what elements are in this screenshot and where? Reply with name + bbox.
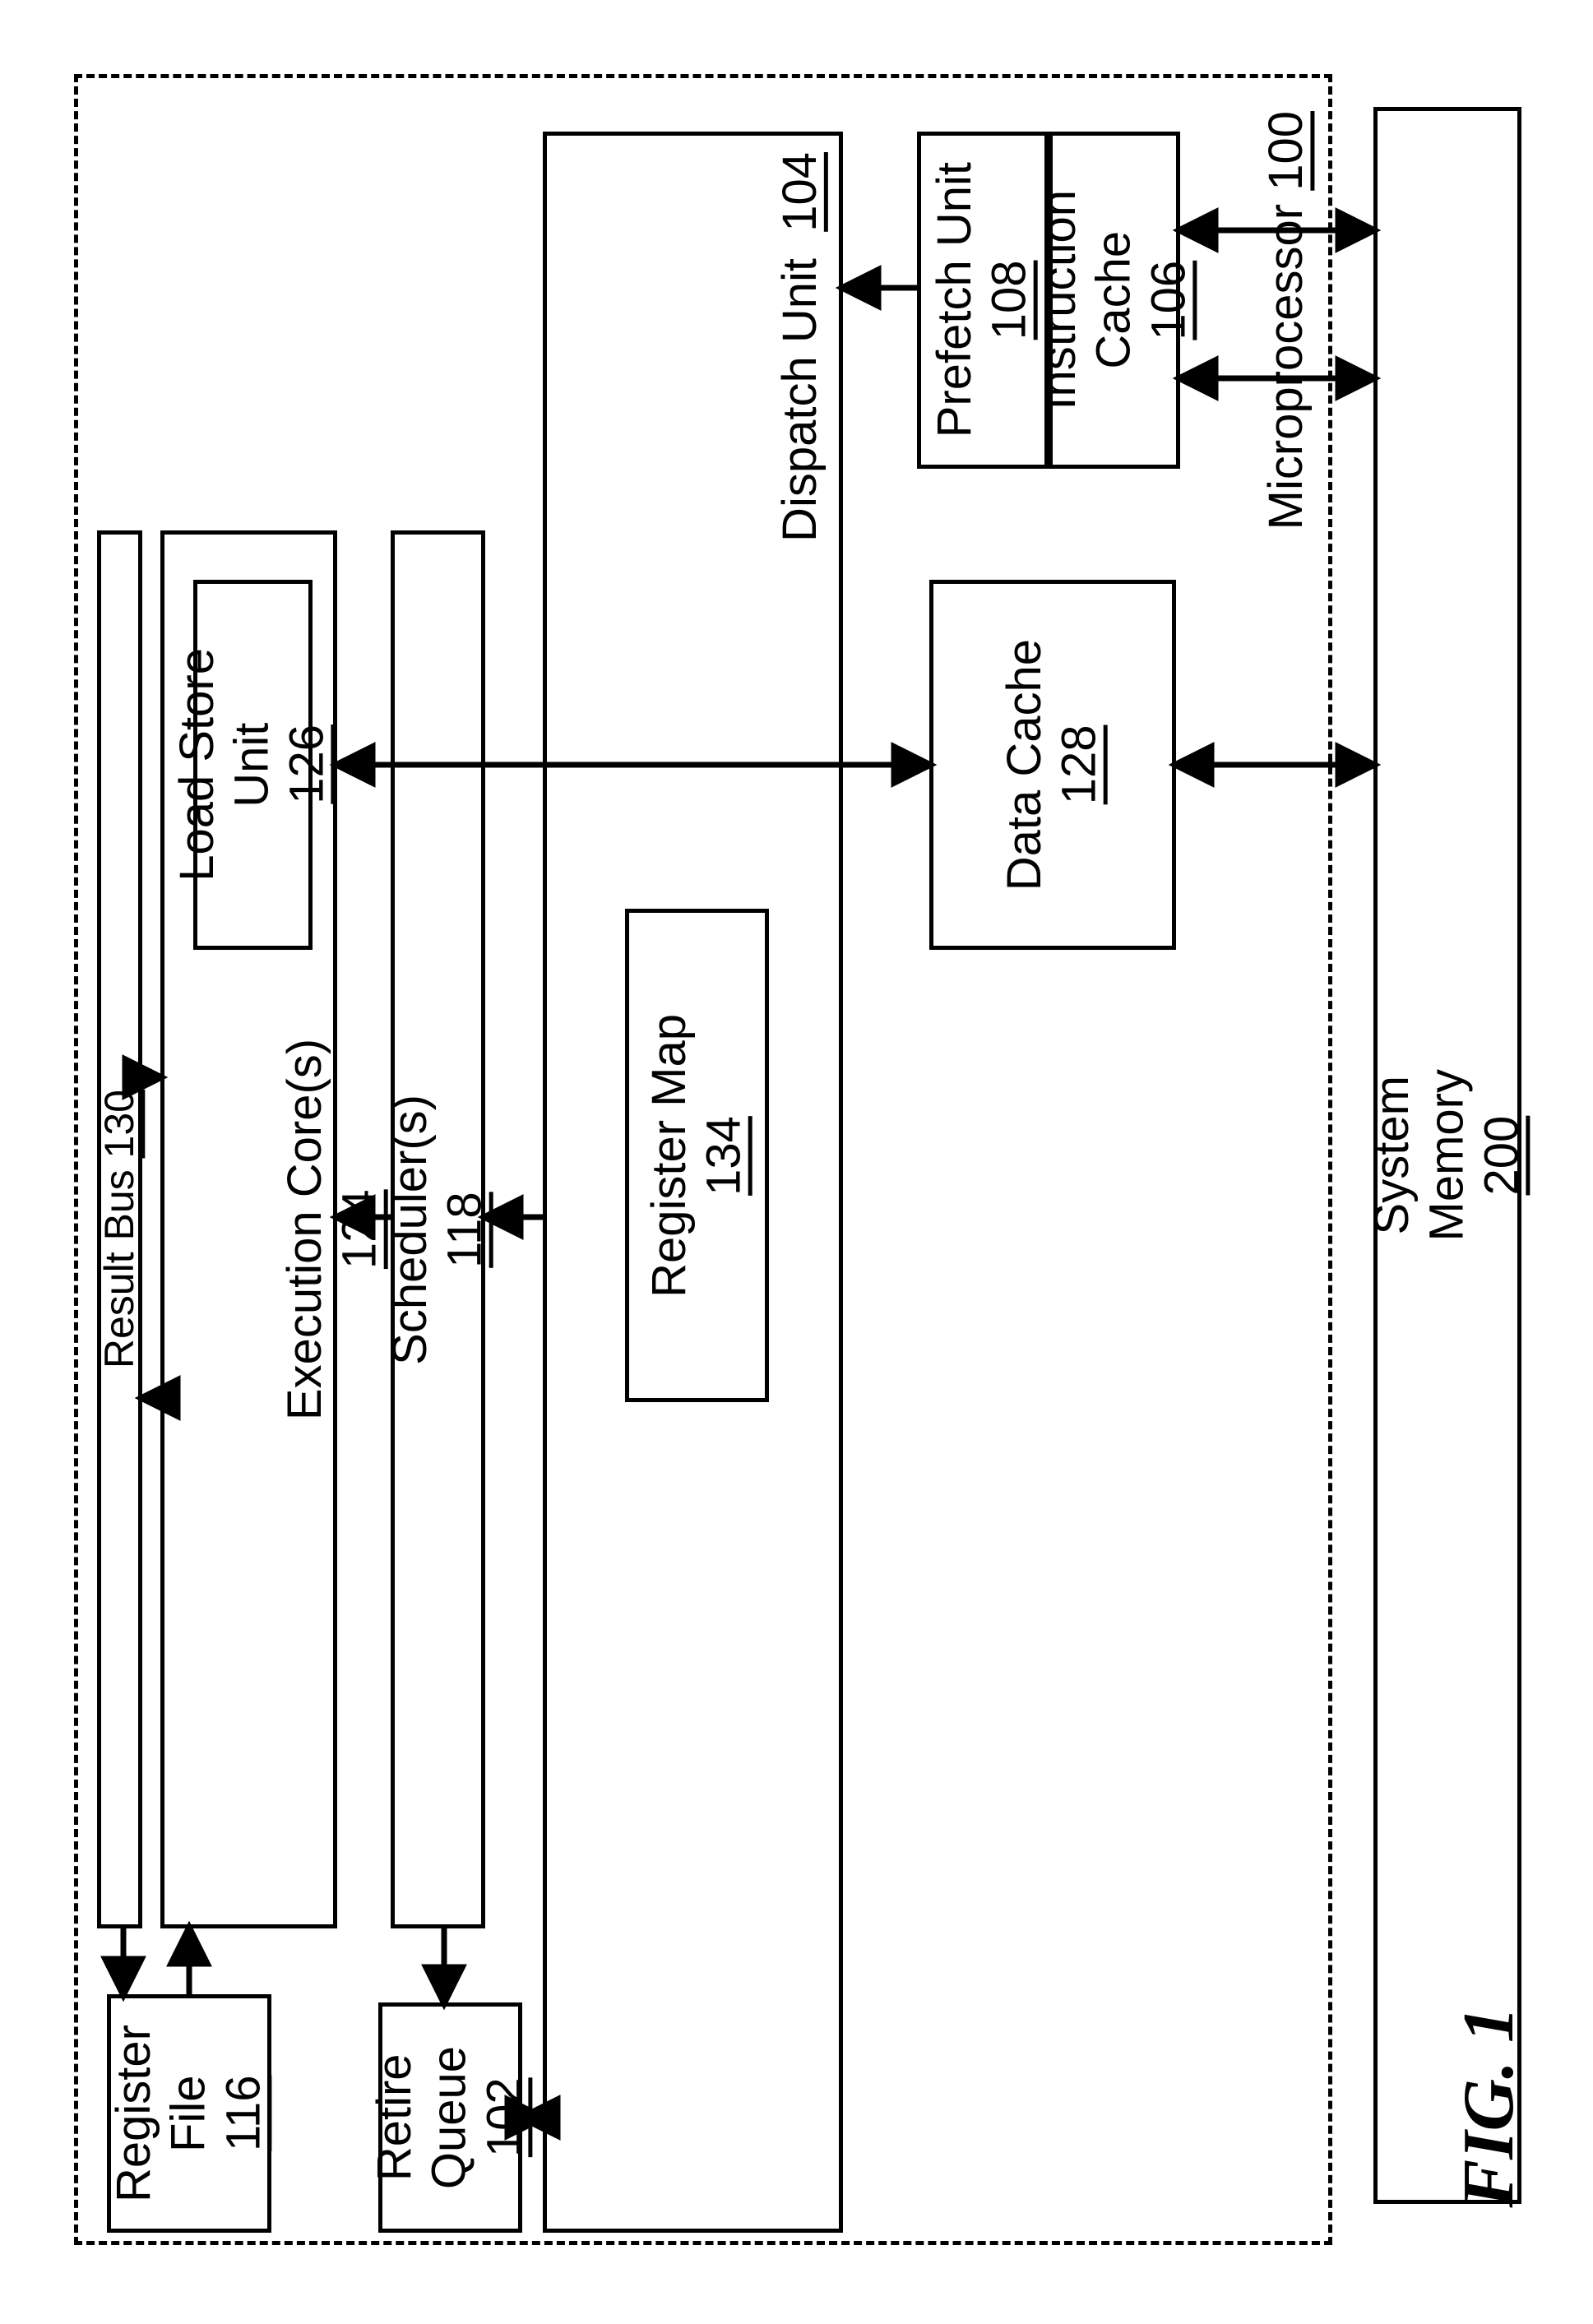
result-bus-block: Result Bus 130 [97,530,142,1928]
diagram-root: Microprocessor 100 SystemMemory200 Instr… [49,49,1544,2275]
data-cache-block: Data Cache128 [929,580,1176,950]
load-store-unit-label: Load StoreUnit126 [170,648,335,882]
register-file-label: RegisterFile116 [107,2025,271,2202]
result-bus-label: Result Bus 130 [96,1090,144,1368]
instruction-cache-block: InstructionCache106 [1049,132,1180,469]
system-memory-label: SystemMemory200 [1365,1069,1530,1241]
figure-label: FIG. 1 [1447,2007,1530,2208]
load-store-unit-block: Load StoreUnit126 [193,580,313,950]
retire-queue-label: RetireQueue102 [368,2046,532,2189]
retire-queue-block: RetireQueue102 [378,2002,522,2233]
dispatch-unit-block: Dispatch Unit 104 Register Map134 [543,132,843,2233]
register-map-label: Register Map134 [642,1014,752,1298]
schedulers-label: Scheduler(s)118 [383,1095,493,1365]
execution-cores-label: Execution Core(s)124 [278,1039,387,1420]
register-map-block: Register Map134 [625,909,769,1402]
prefetch-unit-label: Prefetch Unit108 [928,162,1037,437]
dispatch-unit-label: Dispatch Unit 104 [772,152,827,542]
register-file-block: RegisterFile116 [107,1994,271,2233]
microprocessor-label: Microprocessor 100 [1258,111,1313,530]
instruction-cache-label: InstructionCache106 [1032,190,1197,410]
schedulers-block: Scheduler(s)118 [391,530,485,1928]
prefetch-unit-block: Prefetch Unit108 [917,132,1049,469]
execution-cores-block: Execution Core(s)124 Load StoreUnit126 [160,530,337,1928]
data-cache-label: Data Cache128 [998,639,1107,891]
system-memory-block: SystemMemory200 [1373,107,1521,2204]
